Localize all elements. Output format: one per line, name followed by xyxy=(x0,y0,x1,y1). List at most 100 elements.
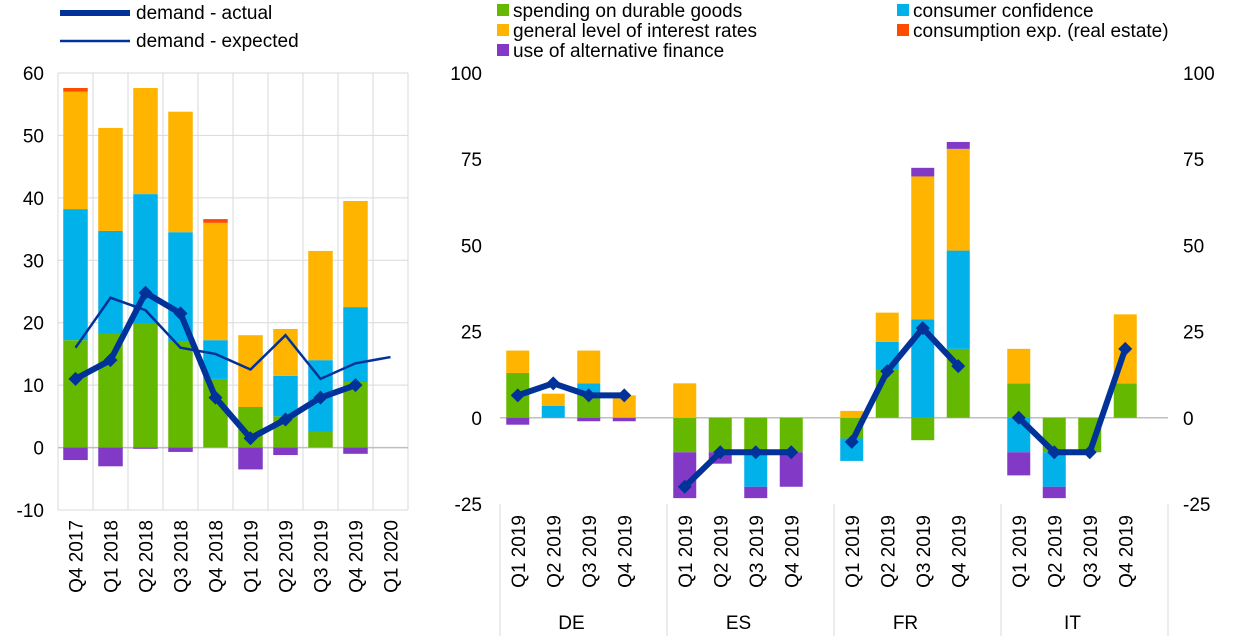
point-demand-actual xyxy=(581,388,596,403)
group-label: FR xyxy=(893,613,918,634)
line-demand-actual-de xyxy=(516,380,625,399)
x-tick-label: Q3 2019 xyxy=(914,515,935,588)
y-tick-label-left: -25 xyxy=(455,495,482,516)
bar-spending-on-durable-goods xyxy=(1113,383,1137,418)
legend-item-demand-expected: demand - expected xyxy=(60,31,299,52)
point-demand-actual xyxy=(546,376,561,391)
bar-use-of-alternative-finance xyxy=(238,447,263,470)
point-demand-actual xyxy=(173,306,188,321)
bar-use-of-alternative-finance xyxy=(273,447,298,456)
group-label: ES xyxy=(726,613,751,634)
legend-right: spending on durable goods consumer confi… xyxy=(497,1,1169,62)
x-tick-label: Q1 2019 xyxy=(676,515,697,588)
x-tick-label: Q2 2018 xyxy=(137,520,158,593)
y-tick-label: 0 xyxy=(33,439,44,460)
bar-consumer-confidence xyxy=(273,375,298,417)
x-tick-label: Q1 2019 xyxy=(1010,515,1031,588)
bar-general-level-of-interest-rates xyxy=(63,91,88,210)
y-tick-label-left: 25 xyxy=(461,323,482,344)
point-demand-actual xyxy=(243,431,258,446)
x-tick-label: Q2 2019 xyxy=(1045,515,1066,588)
point-demand-actual xyxy=(880,364,895,379)
legend-label: consumer confidence xyxy=(913,1,1094,22)
bar-spending-on-durable-goods xyxy=(308,431,333,448)
bar-use-of-alternative-finance xyxy=(343,447,368,454)
bar-use-of-alternative-finance xyxy=(1042,486,1066,499)
legend-label: demand - actual xyxy=(136,3,272,24)
point-demand-actual xyxy=(68,371,83,386)
x-tick-label: Q2 2019 xyxy=(544,515,565,588)
group-label: DE xyxy=(558,613,584,634)
bar-consumption-exp-real-estate xyxy=(63,87,88,92)
y-tick-label: -10 xyxy=(17,501,44,522)
legend-swatch xyxy=(497,24,509,36)
bar-consumer-confidence xyxy=(1042,452,1066,487)
bar-general-level-of-interest-rates xyxy=(343,200,368,308)
right-chart: -25 -25 0 0 25 25 50 50 75 75 100 100 Q1 2019 Q2 2019… xyxy=(450,64,1215,636)
point-demand-actual xyxy=(844,434,859,449)
bar-spending-on-durable-goods xyxy=(577,395,601,418)
bar-consumer-confidence xyxy=(744,452,768,487)
bar-spending-on-durable-goods xyxy=(133,323,158,448)
y-tick-label-right: -25 xyxy=(1183,495,1210,516)
x-tick-label: Q2 2019 xyxy=(711,515,732,588)
y-tick-label-right: 0 xyxy=(1183,409,1194,430)
legend-left: demand - actual demand - expected xyxy=(60,3,299,52)
bar-spending-on-durable-goods xyxy=(168,341,193,448)
legend-item-interest-rates: general level of interest rates xyxy=(497,21,757,42)
x-tick-label: Q1 2019 xyxy=(242,520,263,593)
point-demand-actual xyxy=(1047,445,1062,460)
y-tick-label: 10 xyxy=(23,376,44,397)
point-demand-actual xyxy=(784,445,799,460)
x-tick-label: Q3 2019 xyxy=(580,515,601,588)
group-label: IT xyxy=(1064,613,1081,634)
point-demand-actual xyxy=(348,378,363,393)
bar-spending-on-durable-goods xyxy=(63,340,88,448)
bar-consumer-confidence xyxy=(98,230,123,334)
point-demand-actual xyxy=(1118,341,1133,356)
x-tick-label: Q1 2018 xyxy=(102,520,123,593)
y-tick-label-right: 50 xyxy=(1183,236,1204,257)
x-tick-label: Q2 2019 xyxy=(878,515,899,588)
legend-item-alternative-finance: use of alternative finance xyxy=(497,41,724,62)
point-demand-actual xyxy=(677,479,692,494)
y-tick-label-right: 75 xyxy=(1183,150,1204,171)
x-tick-label: Q4 2019 xyxy=(949,515,970,588)
bar-use-of-alternative-finance xyxy=(946,141,970,149)
legend-swatch xyxy=(897,4,909,16)
point-demand-actual xyxy=(138,285,153,300)
y-tick-label-left: 0 xyxy=(471,409,482,430)
legend-item-real-estate: consumption exp. (real estate) xyxy=(897,21,1169,42)
bar-general-level-of-interest-rates xyxy=(308,250,333,361)
bar-general-level-of-interest-rates xyxy=(238,335,263,407)
bar-general-level-of-interest-rates xyxy=(875,312,899,342)
x-tick-label: Q3 2018 xyxy=(172,520,193,593)
legend-swatch xyxy=(497,44,509,56)
bar-consumer-confidence xyxy=(541,405,565,418)
bar-general-level-of-interest-rates xyxy=(98,127,123,231)
bar-use-of-alternative-finance xyxy=(1007,452,1031,476)
point-demand-actual xyxy=(617,388,632,403)
x-tick-label: Q3 2019 xyxy=(1081,515,1102,588)
bar-spending-on-durable-goods xyxy=(911,417,935,441)
y-tick-label-left: 50 xyxy=(461,236,482,257)
bar-general-level-of-interest-rates xyxy=(673,383,697,418)
y-tick-label: 50 xyxy=(23,126,44,147)
point-demand-actual xyxy=(1011,410,1026,425)
point-demand-actual xyxy=(1082,445,1097,460)
bar-general-level-of-interest-rates xyxy=(203,222,228,341)
x-tick-label: Q1 2020 xyxy=(382,520,403,593)
bar-general-level-of-interest-rates xyxy=(168,111,193,233)
legend-label: use of alternative finance xyxy=(513,41,724,62)
bar-general-level-of-interest-rates xyxy=(133,87,158,195)
point-demand-actual xyxy=(915,321,930,336)
bar-spending-on-durable-goods xyxy=(98,333,123,448)
bar-consumer-confidence xyxy=(343,307,368,383)
legend-item-durable-goods: spending on durable goods xyxy=(497,1,742,22)
x-tick-label: Q3 2019 xyxy=(747,515,768,588)
x-tick-label: Q1 2019 xyxy=(509,515,530,588)
bar-use-of-alternative-finance xyxy=(911,167,935,177)
bar-use-of-alternative-finance xyxy=(63,447,88,461)
legend-label: general level of interest rates xyxy=(513,21,757,42)
